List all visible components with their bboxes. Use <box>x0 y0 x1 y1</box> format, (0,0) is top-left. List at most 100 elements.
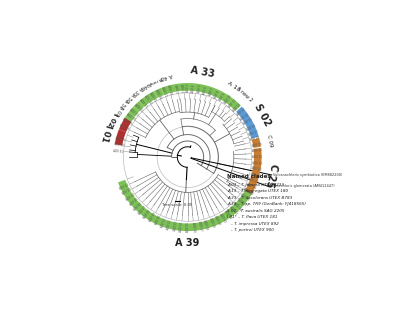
Text: ADV 45: ADV 45 <box>129 197 139 207</box>
Polygon shape <box>139 96 150 107</box>
Text: ADV 26: ADV 26 <box>246 183 256 191</box>
Text: A 13: A 13 <box>226 80 241 92</box>
Text: ADV 62: ADV 62 <box>223 209 232 220</box>
Polygon shape <box>115 129 126 146</box>
Text: ADV 7: ADV 7 <box>208 88 214 97</box>
Polygon shape <box>124 113 134 124</box>
Text: ADV 27: ADV 27 <box>243 188 254 196</box>
Polygon shape <box>175 83 222 98</box>
Text: ADV 16: ADV 16 <box>246 123 256 132</box>
Polygon shape <box>128 107 139 117</box>
Text: ADV 17: ADV 17 <box>248 129 259 137</box>
Text: ADV 36: ADV 36 <box>154 88 162 99</box>
Polygon shape <box>236 107 259 139</box>
Text: ADV 41: ADV 41 <box>113 149 123 153</box>
Text: ADV 57: ADV 57 <box>197 220 202 231</box>
Text: ADV 37: ADV 37 <box>160 86 167 97</box>
Text: ADV 66: ADV 66 <box>240 193 250 202</box>
Text: ADV 13: ADV 13 <box>236 107 246 117</box>
Text: – T. portrei UTEX 900: – T. portrei UTEX 900 <box>227 229 274 232</box>
Text: ADV 12: ADV 12 <box>232 103 242 113</box>
Text: ADV 43: ADV 43 <box>122 188 132 196</box>
Text: ADV 29: ADV 29 <box>122 118 132 126</box>
Text: Tree scale: 0.05: Tree scale: 0.05 <box>162 203 192 207</box>
Text: ADV 49: ADV 49 <box>148 212 157 223</box>
Text: ADV 19: ADV 19 <box>251 142 262 148</box>
Text: ADV 21: ADV 21 <box>252 155 262 159</box>
Polygon shape <box>118 180 252 231</box>
Text: A new 2: A new 2 <box>235 86 253 103</box>
Text: A 39 – T. sp. TR9 (GenBank: FJ418565): A 39 – T. sp. TR9 (GenBank: FJ418565) <box>227 202 306 206</box>
Text: C 09: C 09 <box>266 134 274 148</box>
Text: ADV 30: ADV 30 <box>125 113 136 122</box>
Text: ADV 14: ADV 14 <box>240 112 250 122</box>
Text: ADV 18: ADV 18 <box>250 136 260 142</box>
Text: A 48: A 48 <box>159 72 172 80</box>
Text: Vulcanochloris symbiotica (KM882200): Vulcanochloris symbiotica (KM882200) <box>273 173 342 177</box>
Text: ADV 4: ADV 4 <box>191 84 196 93</box>
Text: ADV 31: ADV 31 <box>129 107 139 117</box>
Text: ADV 32: ADV 32 <box>133 103 143 113</box>
Text: ADV 28: ADV 28 <box>119 123 130 132</box>
Text: ADV 60: ADV 60 <box>213 215 221 226</box>
Text: ADV 47: ADV 47 <box>138 206 148 216</box>
Text: ADV 40: ADV 40 <box>114 142 124 148</box>
Text: ADV 44: ADV 44 <box>125 193 136 202</box>
Text: ADV 10: ADV 10 <box>223 95 232 105</box>
Text: ADV 38: ADV 38 <box>166 84 173 95</box>
Text: ADV 53: ADV 53 <box>173 220 178 231</box>
Text: ADV 64: ADV 64 <box>232 202 242 211</box>
Polygon shape <box>244 148 262 196</box>
Polygon shape <box>154 88 164 98</box>
Text: I 01: I 01 <box>99 124 112 143</box>
Text: Asterochloris glomerata (AM412447): Asterochloris glomerata (AM412447) <box>270 184 335 188</box>
Text: A 13 – T. aggregata UTEX 180: A 13 – T. aggregata UTEX 180 <box>227 189 288 193</box>
Text: ADV 2: ADV 2 <box>179 84 184 93</box>
Text: ADV 11: ADV 11 <box>228 98 237 109</box>
Text: ADV 39: ADV 39 <box>115 136 126 142</box>
Text: ADV 48: ADV 48 <box>143 209 152 220</box>
Text: ADV 5: ADV 5 <box>197 85 202 94</box>
Text: ADV 55: ADV 55 <box>186 222 190 232</box>
Text: ADV 50: ADV 50 <box>154 215 162 226</box>
Text: ADV 59: ADV 59 <box>208 217 215 228</box>
Text: ADV 63: ADV 63 <box>228 206 237 216</box>
Polygon shape <box>219 92 233 105</box>
Polygon shape <box>134 101 144 112</box>
Text: ADV 24: ADV 24 <box>250 172 260 179</box>
Text: ADV 34: ADV 34 <box>143 95 152 105</box>
Text: ADV 6: ADV 6 <box>202 86 208 95</box>
Text: ADV 52: ADV 52 <box>166 219 173 230</box>
Polygon shape <box>119 118 131 132</box>
Text: A 50: A 50 <box>124 91 136 103</box>
Text: ADV 54: ADV 54 <box>179 221 184 232</box>
Text: A 35: A 35 <box>132 85 144 96</box>
Text: ADV 25: ADV 25 <box>248 177 259 184</box>
Text: ADV 51: ADV 51 <box>160 217 167 228</box>
Text: S 02 – T. australis SAG 2205: S 02 – T. australis SAG 2205 <box>227 209 284 213</box>
Polygon shape <box>146 91 158 102</box>
Text: A new 1: A new 1 <box>146 76 162 86</box>
Text: S 02: S 02 <box>253 102 273 128</box>
Text: A 46: A 46 <box>140 80 152 90</box>
Text: Named clades: Named clades <box>227 174 270 179</box>
Text: ADV 35: ADV 35 <box>148 91 157 102</box>
Text: ADV 15: ADV 15 <box>243 118 254 126</box>
Text: A 39: A 39 <box>175 238 200 248</box>
Text: ADV 22: ADV 22 <box>252 161 262 165</box>
Text: A 33 – T. decolorans UTEX B783: A 33 – T. decolorans UTEX B783 <box>227 196 292 200</box>
Text: ADV 42: ADV 42 <box>119 183 130 191</box>
Polygon shape <box>161 84 176 95</box>
Text: ADV 8: ADV 8 <box>213 90 220 99</box>
Text: – T. impressa UTEX 892: – T. impressa UTEX 892 <box>227 222 278 226</box>
Polygon shape <box>252 138 261 148</box>
Text: ADV 23: ADV 23 <box>251 166 262 172</box>
Text: ADV 20: ADV 20 <box>252 149 262 153</box>
Text: A 03 – T. jamesii UTEX 2233: A 03 – T. jamesii UTEX 2233 <box>227 183 284 187</box>
Text: C 25: C 25 <box>264 162 279 188</box>
Text: ADV 67: ADV 67 <box>243 188 254 196</box>
Text: ADV 33: ADV 33 <box>138 98 148 109</box>
Text: A 51: A 51 <box>118 98 129 109</box>
Text: ADV 46: ADV 46 <box>133 202 143 211</box>
Polygon shape <box>228 99 241 111</box>
